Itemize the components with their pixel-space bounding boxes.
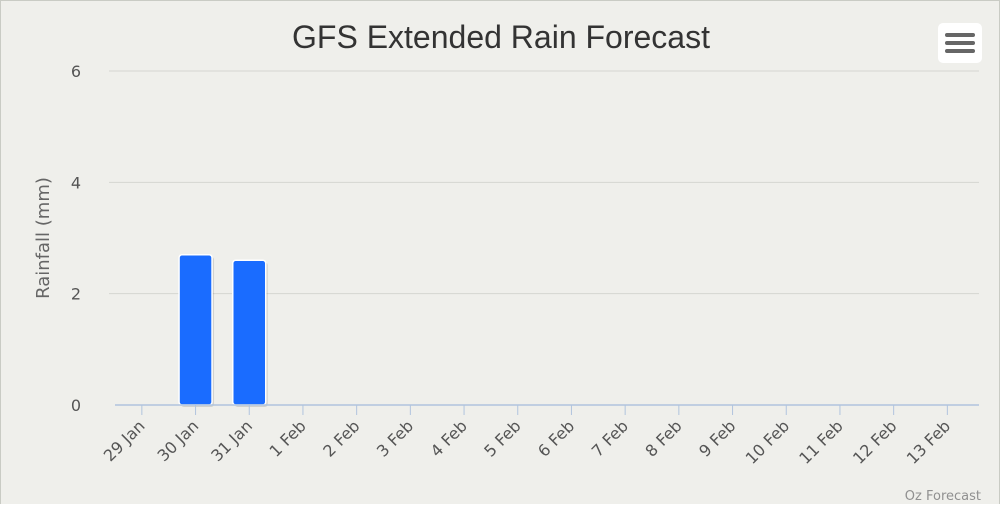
x-tick-label: 11 Feb (795, 416, 846, 467)
x-tick-label: 30 Jan (154, 416, 203, 465)
bar[interactable] (178, 253, 213, 406)
y-axis-label: Rainfall (mm) (33, 177, 54, 299)
x-tick-label: 7 Feb (588, 416, 632, 460)
x-tick-label: 8 Feb (641, 416, 685, 460)
x-tick-label: 5 Feb (480, 416, 524, 460)
chart-title: GFS Extended Rain Forecast (292, 19, 710, 55)
x-tick-label: 12 Feb (849, 416, 900, 467)
chart-context-menu-button[interactable] (938, 23, 982, 63)
hamburger-menu-icon (945, 49, 975, 53)
y-tick-label: 4 (71, 173, 81, 192)
bars (178, 253, 268, 407)
x-tick-label: 3 Feb (373, 416, 417, 460)
bar[interactable] (232, 259, 267, 406)
x-tick-label: 13 Feb (903, 416, 954, 467)
x-tick-label: 31 Jan (207, 416, 256, 465)
x-tick-label: 6 Feb (534, 416, 578, 460)
x-tick-label: 29 Jan (100, 416, 149, 465)
hamburger-menu-icon (945, 33, 975, 37)
x-tick-label: 9 Feb (695, 416, 739, 460)
x-tick-label: 10 Feb (742, 416, 793, 467)
y-tick-label: 6 (71, 62, 81, 81)
x-tick-label: 2 Feb (319, 416, 363, 460)
x-tick-label: 4 Feb (427, 416, 471, 460)
x-axis-ticks: 29 Jan 30 Jan 31 Jan 1 Feb 2 Feb 3 Feb 4 Feb 5 … (100, 405, 954, 468)
chart-credit[interactable]: Oz Forecast (905, 489, 981, 504)
y-tick-label: 0 (71, 396, 81, 415)
hamburger-menu-icon (945, 41, 975, 45)
y-tick-label: 2 (71, 285, 81, 304)
y-axis-ticks: 0 2 4 6 (71, 62, 81, 415)
x-tick-label: 1 Feb (266, 416, 310, 460)
